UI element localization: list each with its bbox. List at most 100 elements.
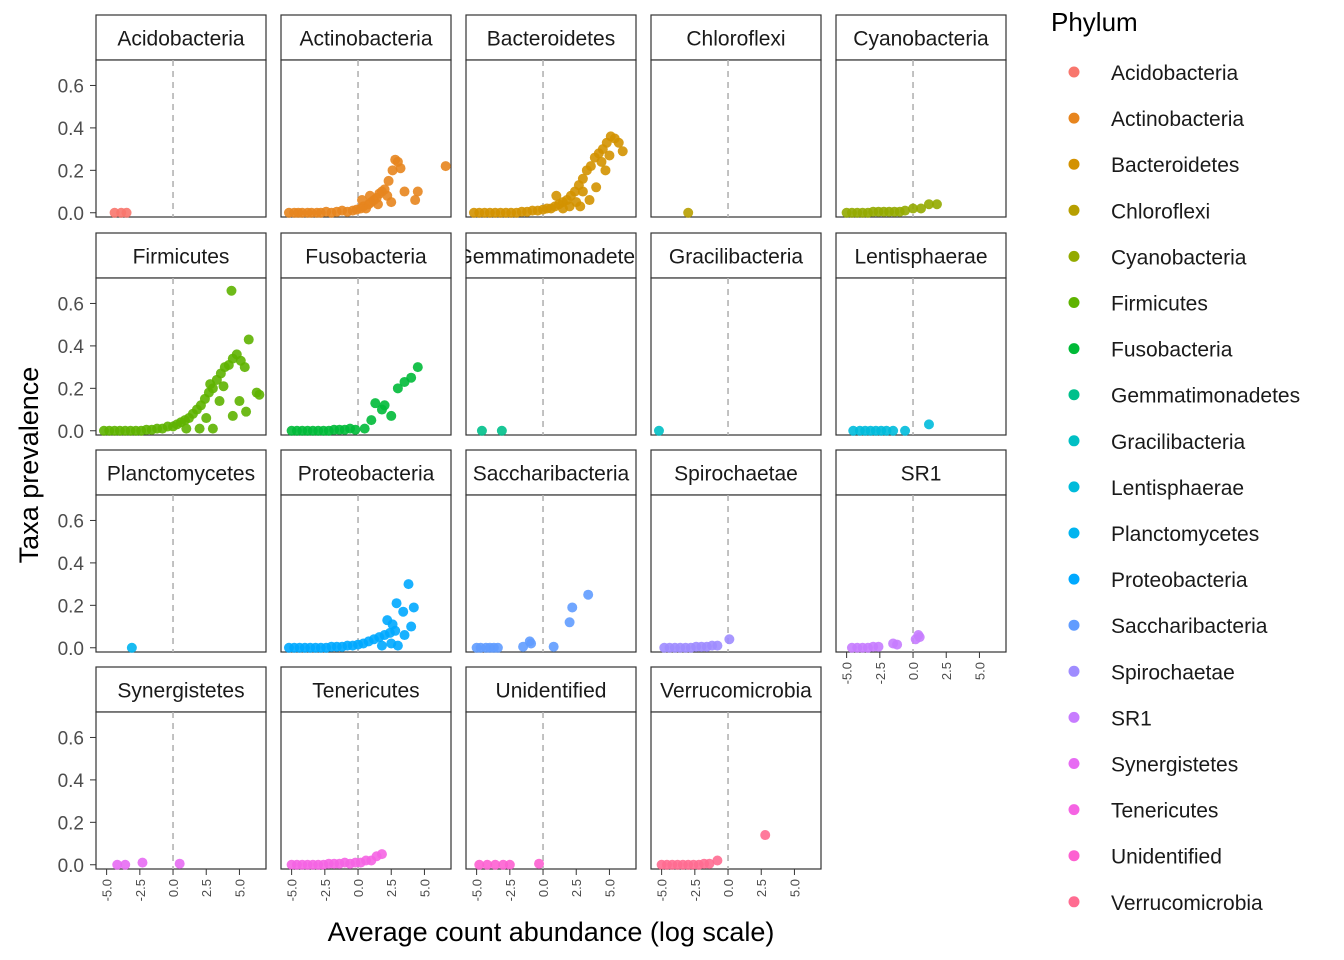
facet-plot-area [835, 277, 1007, 436]
facet-plot-area [465, 711, 637, 870]
data-point [577, 186, 588, 197]
legend-label: Bacteroidetes [1111, 154, 1239, 177]
legend-key [1068, 896, 1080, 908]
facet-strip [95, 449, 267, 496]
facet-strip-label: Unidentified [496, 680, 607, 703]
facet-strip-label: Cyanobacteria [853, 28, 989, 51]
legend-item-saccharibacteria: Saccharibacteria [1068, 615, 1268, 638]
facet-strip [650, 449, 822, 496]
y-tick-label: 0.4 [58, 554, 85, 575]
legend-label: Lentisphaerae [1111, 477, 1244, 500]
facet-chloroflexi: Chloroflexi [650, 14, 822, 218]
facet-strip [465, 14, 637, 61]
legend-label: Spirochaetae [1111, 661, 1235, 684]
data-point [214, 396, 225, 407]
legend-label: Fusobacteria [1111, 339, 1233, 362]
facet-lentisphaerae: Lentisphaerae [835, 232, 1007, 436]
legend-item-gemmatimonadetes: Gemmatimonadetes [1068, 385, 1300, 408]
data-point [564, 617, 575, 628]
facet-gemmatimonadetes: Gemmatimonadetes [456, 232, 645, 436]
data-point [583, 589, 594, 600]
facet-strip-label: Saccharibacteria [473, 463, 630, 486]
facet-strip [280, 232, 452, 279]
data-point [398, 606, 409, 617]
data-point [387, 165, 398, 176]
legend-label: Verrucomicrobia [1111, 892, 1263, 915]
legend-key [1068, 527, 1080, 539]
data-point [386, 410, 397, 421]
data-point [683, 207, 694, 218]
facet-strip-label: Fusobacteria [305, 246, 427, 269]
data-point [366, 415, 377, 426]
data-point [227, 410, 238, 421]
data-point [243, 334, 254, 345]
facet-plot-area [650, 494, 822, 653]
data-point [391, 598, 402, 609]
facet-strip [280, 666, 452, 713]
y-tick-label: 0.6 [58, 76, 84, 97]
data-point [440, 161, 451, 172]
x-tick-label: 0.0 [166, 879, 181, 897]
data-point [900, 205, 911, 216]
data-point [120, 859, 131, 870]
legend-label: Cyanobacteria [1111, 246, 1247, 269]
data-point [931, 199, 942, 210]
facet-plot-area [465, 494, 637, 653]
y-tick-label: 0.0 [58, 204, 84, 225]
data-point [916, 203, 926, 214]
facet-plot-area [95, 494, 267, 653]
data-point [201, 413, 212, 424]
facet-saccharibacteria: Saccharibacteria [465, 449, 637, 653]
data-point [724, 634, 735, 645]
data-point [496, 425, 507, 436]
legend-item-spirochaetae: Spirochaetae [1068, 661, 1235, 684]
data-point [577, 173, 588, 184]
legend-item-verrucomicrobia: Verrucomicrobia [1068, 892, 1263, 915]
legend-item-cyanobacteria: Cyanobacteria [1068, 246, 1247, 269]
x-tick-label: 5.0 [232, 879, 247, 897]
data-point [613, 137, 624, 148]
legend-label: Planctomycetes [1111, 523, 1259, 546]
data-point [551, 190, 562, 201]
data-point [412, 362, 423, 373]
data-point [370, 398, 381, 409]
data-point [386, 638, 397, 649]
x-tick-label: 0.0 [906, 662, 921, 680]
legend-label: Chloroflexi [1111, 200, 1210, 223]
data-point [234, 396, 245, 407]
facet-plot-area [95, 711, 267, 870]
data-point [596, 156, 607, 167]
data-point [386, 197, 397, 208]
data-point [408, 602, 419, 613]
data-point [548, 641, 559, 652]
legend-item-bacteroidetes: Bacteroidetes [1068, 154, 1239, 177]
facet-strip-label: Gracilibacteria [669, 246, 804, 269]
facet-strip-label: SR1 [901, 463, 942, 486]
data-point [395, 163, 406, 174]
data-point [557, 203, 568, 214]
legend-key [1068, 665, 1080, 677]
data-point [923, 199, 934, 210]
facet-strip-label: Gemmatimonadetes [456, 246, 645, 269]
legend-key [1068, 850, 1080, 862]
facet-strip-label: Firmicutes [133, 246, 230, 269]
x-tick-label: 2.5 [569, 879, 584, 897]
legend-label: SR1 [1111, 707, 1152, 730]
legend-key [1068, 711, 1080, 723]
x-tick-label: -2.5 [503, 879, 518, 901]
facet-strip [650, 14, 822, 61]
facet-strip [835, 232, 1007, 279]
legend-key [1068, 573, 1080, 585]
y-tick-label: 0.2 [58, 161, 84, 182]
data-point [585, 161, 596, 172]
facet-plot-area [465, 59, 637, 218]
legend: Phylum Acidobacteria Actinobacteria Bacter… [1051, 7, 1300, 915]
x-tick-label: 5.0 [972, 662, 987, 680]
facet-strip-label: Chloroflexi [686, 28, 785, 51]
facet-strip-label: Bacteroidetes [487, 28, 615, 51]
legend-label: Actinobacteria [1111, 108, 1244, 131]
legend-key [1068, 389, 1080, 401]
legend-key [1068, 804, 1080, 816]
facet-proteobacteria: Proteobacteria [280, 449, 452, 653]
data-point [923, 419, 934, 430]
